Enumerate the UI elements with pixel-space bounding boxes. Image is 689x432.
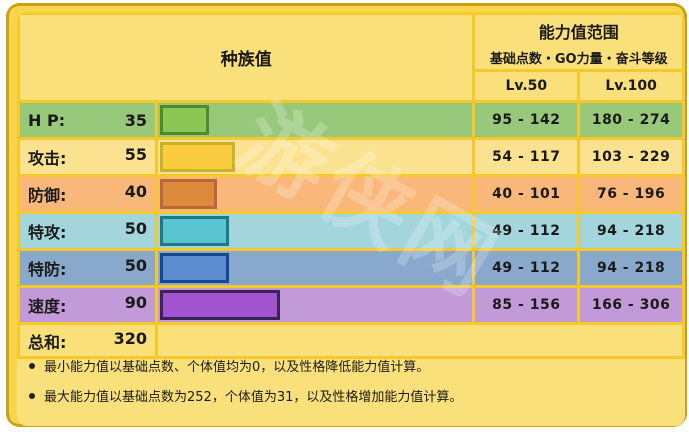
stat-bar-cell xyxy=(155,211,476,251)
stat-row: 速度: 90 85 - 156 166 - 306 xyxy=(17,285,685,325)
lv50-range: 85 - 156 xyxy=(472,285,581,325)
stats-panel: 种族值 能力值范围 基础点数・GO力量・奋斗等级 Lv.50 Lv.100 H … xyxy=(6,3,687,427)
lv50-range: 95 - 142 xyxy=(472,100,581,140)
stat-label-cell: 特攻: 50 xyxy=(17,211,159,251)
bullet-icon xyxy=(29,392,35,399)
lv100-header: Lv.100 xyxy=(577,69,685,103)
range-title: 能力值范围 xyxy=(538,23,619,42)
base-stats-header: 种族值 xyxy=(17,12,476,103)
note-min-text: 最小能力值以基础点数、个体值均为0，以及性格降低能力值计算。 xyxy=(44,360,430,375)
note-min: 最小能力值以基础点数、个体值均为0，以及性格降低能力值计算。 xyxy=(29,356,429,375)
lv100-range: 94 - 218 xyxy=(577,248,685,288)
lv50-range: 49 - 112 xyxy=(472,211,581,251)
lv100-range: 180 - 274 xyxy=(577,100,685,140)
stat-label-cell: 速度: 90 xyxy=(17,285,159,325)
total-cell: 总和: 320 xyxy=(17,322,159,359)
lv100-range: 94 - 218 xyxy=(577,211,685,251)
stat-bar xyxy=(160,179,218,209)
total-label: 总和: xyxy=(28,332,67,352)
stat-value: 55 xyxy=(124,145,148,164)
total-value: 320 xyxy=(113,328,148,348)
lv100-range: 76 - 196 xyxy=(577,174,685,214)
note-max: 最大能力值以基础点数为252，个体值为31，以及性格增加能力值计算。 xyxy=(29,386,462,405)
stat-bar-cell xyxy=(155,100,476,140)
stat-name: 速度: xyxy=(28,297,67,316)
lv100-range: 103 - 229 xyxy=(577,137,685,177)
stat-row: 特攻: 50 49 - 112 94 - 218 xyxy=(17,211,685,251)
total-empty xyxy=(155,322,685,359)
stat-bar-cell xyxy=(155,285,476,325)
total-row: 总和: 320 xyxy=(17,322,685,359)
stat-name: 攻击: xyxy=(28,149,67,168)
stat-bar xyxy=(160,253,230,283)
stat-row: H P: 35 95 - 142 180 - 274 xyxy=(17,100,685,140)
stat-row: 特防: 50 49 - 112 94 - 218 xyxy=(17,248,685,288)
stat-name: 特攻: xyxy=(28,223,67,242)
stat-value: 50 xyxy=(124,256,148,275)
range-header: 能力值范围 基础点数・GO力量・奋斗等级 xyxy=(472,12,685,72)
bullet-icon xyxy=(29,362,35,369)
lv100-range: 166 - 306 xyxy=(577,285,685,325)
stat-bar xyxy=(160,290,281,320)
lv50-range: 54 - 117 xyxy=(472,137,581,177)
stat-bar-cell xyxy=(155,137,476,177)
stats-table: 种族值 能力值范围 基础点数・GO力量・奋斗等级 Lv.50 Lv.100 H … xyxy=(17,12,685,359)
note-max-text: 最大能力值以基础点数为252，个体值为31，以及性格增加能力值计算。 xyxy=(44,390,463,405)
stat-value: 50 xyxy=(124,219,148,238)
stat-row: 攻击: 55 54 - 117 103 - 229 xyxy=(17,137,685,177)
lv50-header: Lv.50 xyxy=(472,69,581,103)
stat-label-cell: H P: 35 xyxy=(17,100,159,140)
stat-bar xyxy=(160,105,210,135)
stat-name: H P: xyxy=(28,110,66,130)
range-subtitle: 基础点数・GO力量・奋斗等级 xyxy=(489,52,668,67)
stat-label-cell: 特防: 50 xyxy=(17,248,159,288)
stat-value: 40 xyxy=(124,182,148,201)
stat-value: 35 xyxy=(124,110,148,130)
stat-value: 90 xyxy=(124,293,148,312)
stat-bar xyxy=(160,142,236,172)
stat-label-cell: 防御: 40 xyxy=(17,174,159,214)
stat-name: 特防: xyxy=(28,260,67,279)
lv50-range: 49 - 112 xyxy=(472,248,581,288)
lv50-range: 40 - 101 xyxy=(472,174,581,214)
stat-bar-cell xyxy=(155,174,476,214)
stat-label-cell: 攻击: 55 xyxy=(17,137,159,177)
stat-name: 防御: xyxy=(28,186,67,205)
stat-bar xyxy=(160,216,230,246)
stat-bar-cell xyxy=(155,248,476,288)
stats-panel-inner: 种族值 能力值范围 基础点数・GO力量・奋斗等级 Lv.50 Lv.100 H … xyxy=(17,12,685,426)
stat-row: 防御: 40 40 - 101 76 - 196 xyxy=(17,174,685,214)
